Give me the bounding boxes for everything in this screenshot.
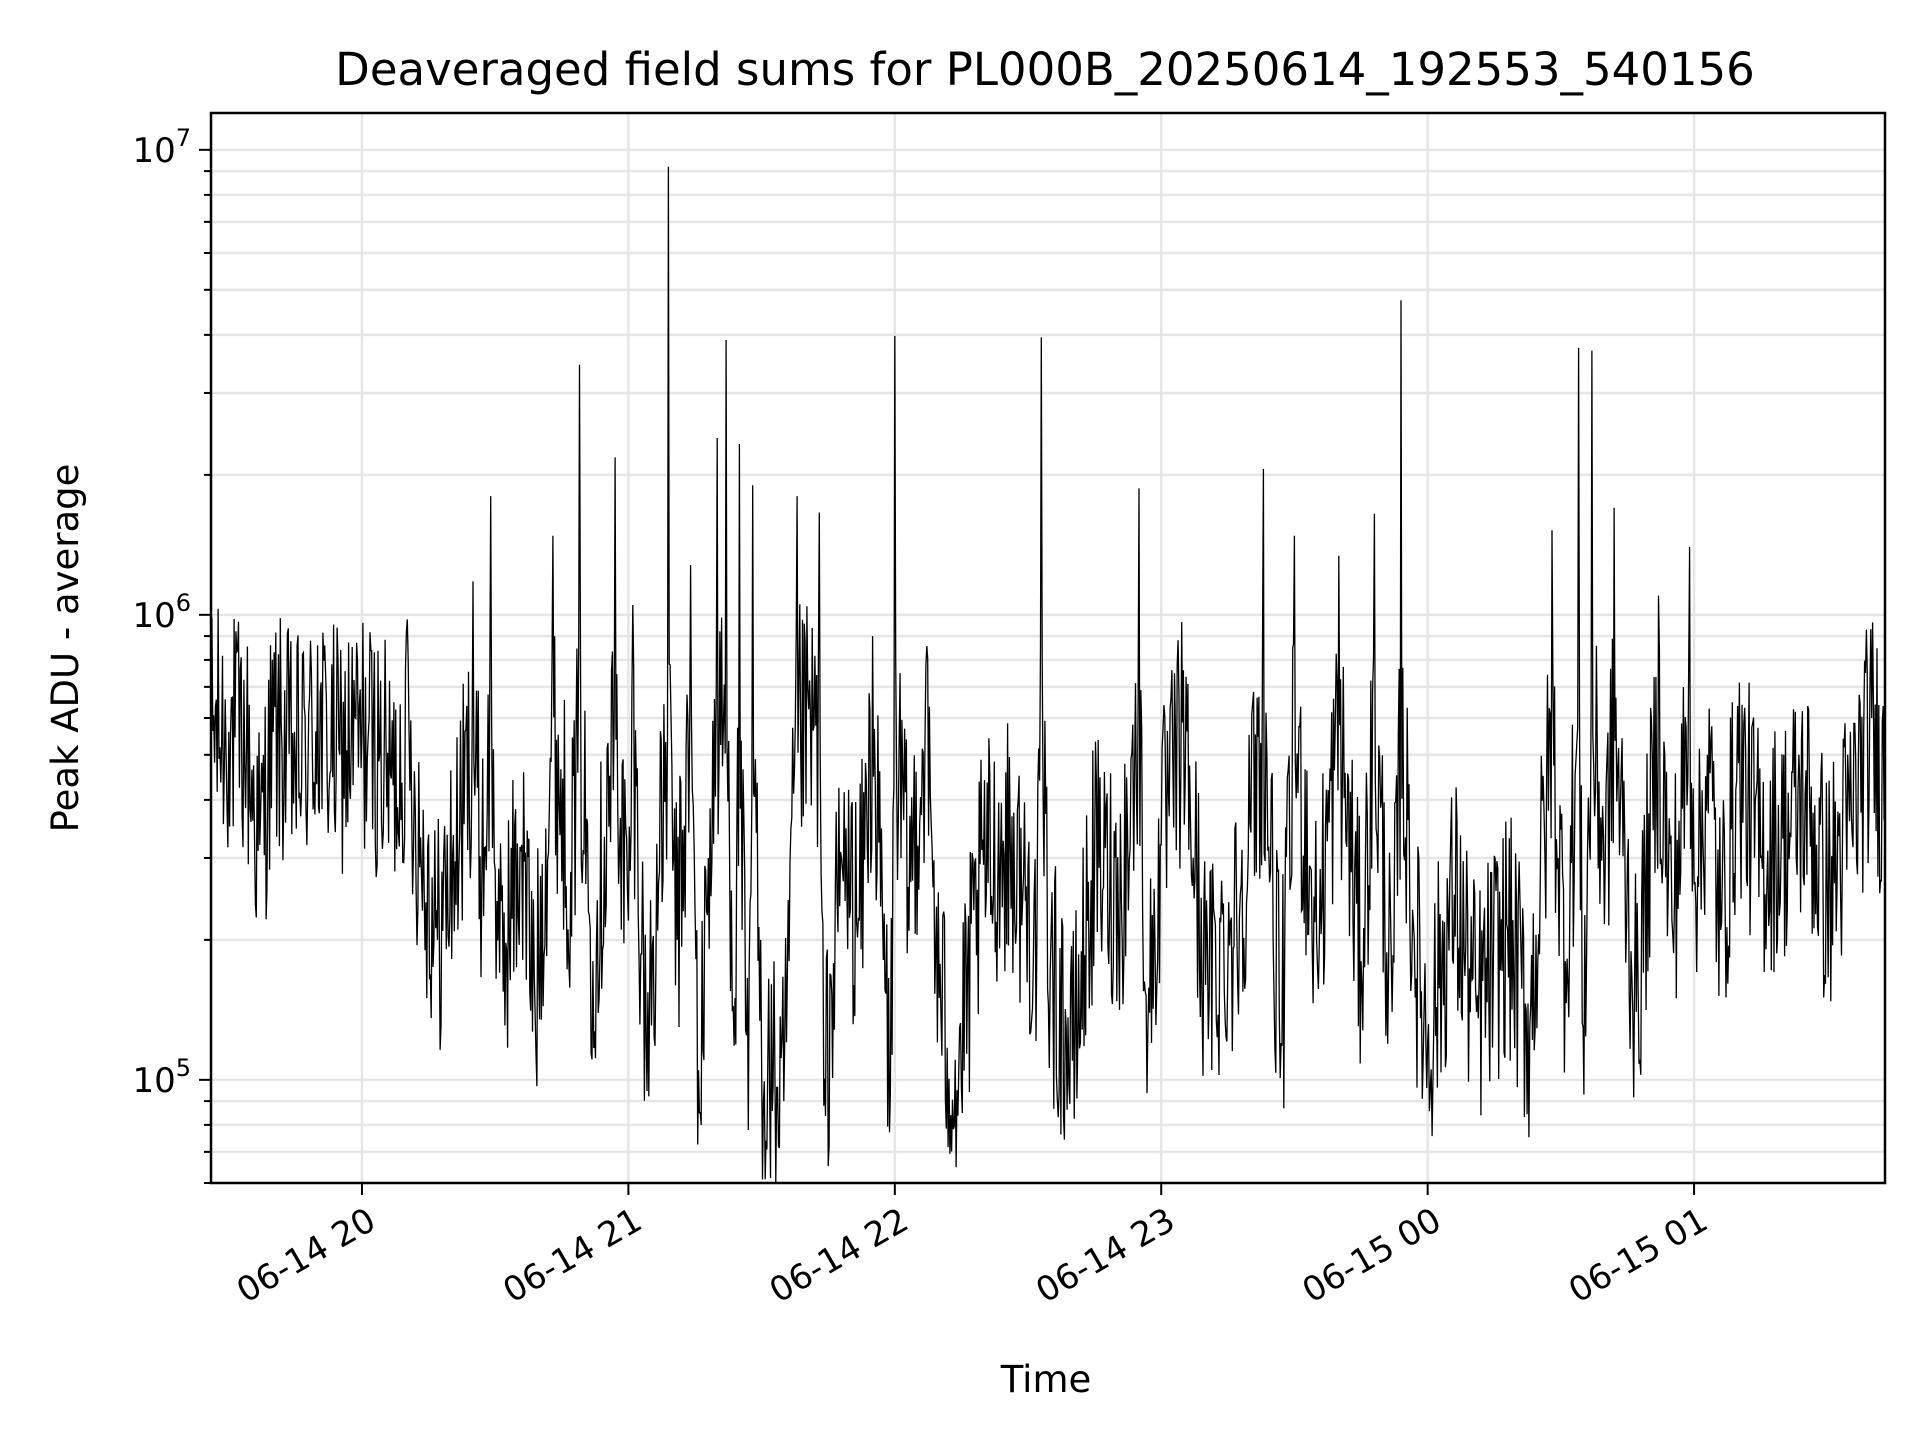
chart-title: Deaveraged field sums for PL000B_2025061… <box>335 43 1755 96</box>
y-axis-label: Peak ADU - average <box>44 464 87 833</box>
y-tick-label: 105 <box>132 1054 191 1101</box>
x-tick-label: 06-15 01 <box>1562 1200 1714 1311</box>
y-tick-exponent: 6 <box>176 589 191 617</box>
y-tick-base: 10 <box>132 1061 175 1101</box>
x-tick-label: 06-14 20 <box>230 1200 382 1311</box>
y-tick-exponent: 5 <box>176 1054 191 1082</box>
series-layer <box>210 166 1886 1184</box>
x-tick-label: 06-14 22 <box>763 1200 915 1311</box>
x-tick-label: 06-15 00 <box>1296 1200 1448 1311</box>
y-tick-label: 107 <box>132 124 191 171</box>
y-tick-base: 10 <box>132 131 175 171</box>
x-tick-label: 06-14 21 <box>496 1200 648 1311</box>
y-tick-exponent: 7 <box>176 124 191 152</box>
series-line <box>210 166 1886 1184</box>
x-tick-label: 06-14 23 <box>1029 1200 1181 1311</box>
x-axis-label: Time <box>1000 1358 1092 1401</box>
y-tick-base: 10 <box>132 596 175 636</box>
plot-frame <box>209 111 1887 1185</box>
y-tick-label: 106 <box>132 589 191 636</box>
